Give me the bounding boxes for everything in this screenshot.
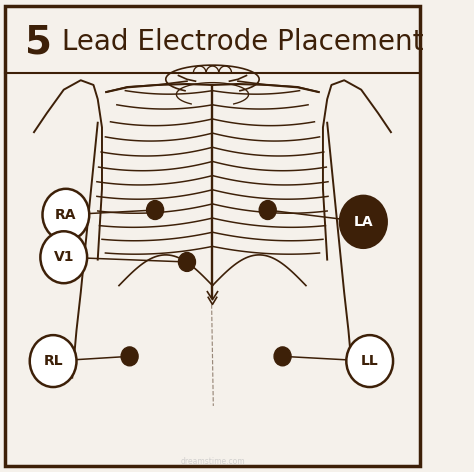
Text: V1: V1 [54, 250, 74, 264]
Circle shape [179, 253, 195, 271]
Circle shape [340, 196, 387, 248]
Text: 5: 5 [26, 24, 53, 61]
Circle shape [146, 201, 164, 219]
Text: RA: RA [55, 208, 77, 222]
Circle shape [346, 335, 393, 387]
Circle shape [121, 347, 138, 366]
Circle shape [43, 189, 89, 241]
Circle shape [40, 231, 87, 283]
Text: LA: LA [354, 215, 373, 229]
Circle shape [30, 335, 76, 387]
Text: LL: LL [361, 354, 379, 368]
Text: Lead Electrode Placement: Lead Electrode Placement [53, 28, 424, 57]
Circle shape [259, 201, 276, 219]
Text: RL: RL [43, 354, 63, 368]
Circle shape [274, 347, 291, 366]
Text: dreamstime.com: dreamstime.com [180, 457, 245, 466]
